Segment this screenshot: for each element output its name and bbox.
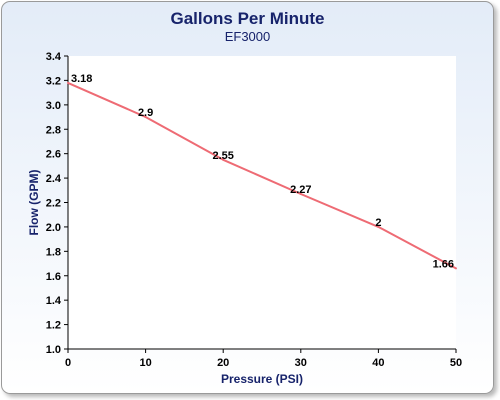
y-tick-label: 2.6 bbox=[46, 149, 61, 161]
x-tick-label: 50 bbox=[450, 357, 462, 369]
data-label: 3.18 bbox=[71, 73, 92, 85]
line-chart: 1.0 1.2 1.4 1.6 1.8 2.0 2.2 2.4 2.6 2.8 3.0 3.2 3.4 0… bbox=[27, 51, 462, 386]
series-line bbox=[67, 81, 457, 270]
data-label: 1.66 bbox=[433, 258, 454, 270]
data-point bbox=[222, 158, 225, 161]
y-axis-label: Flow (GPM) bbox=[27, 170, 41, 236]
plot-area bbox=[68, 56, 456, 349]
y-tick-label: 3.0 bbox=[46, 100, 61, 112]
y-tick-label: 1.2 bbox=[46, 320, 61, 332]
x-tick-label: 0 bbox=[65, 357, 71, 369]
data-label: 2 bbox=[375, 217, 381, 229]
data-point bbox=[144, 116, 147, 119]
y-tick-label: 2.8 bbox=[46, 124, 61, 136]
x-axis-label: Pressure (PSI) bbox=[221, 372, 303, 386]
data-label: 2.9 bbox=[138, 107, 153, 119]
y-tick-label: 2.0 bbox=[46, 222, 61, 234]
data-point bbox=[299, 192, 302, 195]
y-tick-label: 2.2 bbox=[46, 198, 61, 210]
y-tick-label: 3.4 bbox=[46, 51, 62, 63]
chart-title: Gallons Per Minute bbox=[170, 9, 325, 28]
x-tick-label: 40 bbox=[372, 357, 384, 369]
data-point bbox=[67, 81, 69, 84]
chart-subtitle: EF3000 bbox=[224, 29, 271, 44]
data-label: 2.55 bbox=[212, 150, 233, 162]
data-point bbox=[455, 267, 457, 270]
y-tick-label: 1.4 bbox=[46, 295, 62, 307]
data-point bbox=[377, 225, 380, 228]
y-tick-label: 1.8 bbox=[46, 246, 61, 258]
x-tick-label: 30 bbox=[295, 357, 307, 369]
x-tick-label: 20 bbox=[217, 357, 229, 369]
chart-card: Gallons Per Minute EF3000 1.0 1.2 1.4 1.6 1.… bbox=[1, 1, 494, 394]
x-tick-label: 10 bbox=[139, 357, 151, 369]
data-label: 2.27 bbox=[290, 184, 311, 196]
y-tick-label: 1.0 bbox=[46, 344, 61, 356]
y-tick-label: 3.2 bbox=[46, 75, 61, 87]
y-tick-label: 1.6 bbox=[46, 271, 61, 283]
y-tick-label: 2.4 bbox=[46, 173, 62, 185]
